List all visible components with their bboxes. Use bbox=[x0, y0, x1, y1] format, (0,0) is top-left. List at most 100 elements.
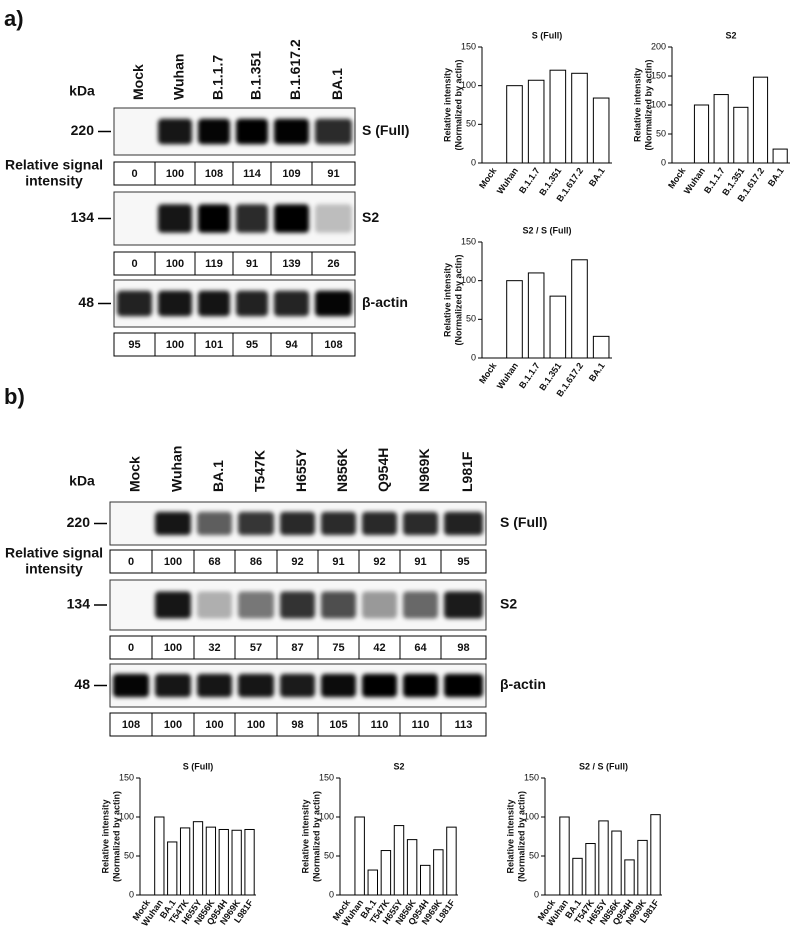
band bbox=[155, 673, 191, 698]
signal-value: 119 bbox=[205, 258, 223, 270]
bar bbox=[752, 76, 769, 164]
signal-value: 95 bbox=[246, 339, 258, 351]
bar bbox=[231, 829, 242, 896]
y-tick-label: 150 bbox=[461, 236, 476, 246]
signal-value: 108 bbox=[324, 339, 342, 351]
bar bbox=[733, 106, 749, 164]
bar bbox=[592, 97, 610, 164]
signal-value: 100 bbox=[164, 642, 182, 654]
x-tick-label: BA.1 bbox=[766, 166, 786, 189]
y-tick-label: 0 bbox=[534, 889, 539, 899]
kda-label: kDa bbox=[69, 473, 95, 489]
bar bbox=[506, 280, 523, 359]
size-label: 134 bbox=[67, 596, 91, 612]
bar bbox=[772, 148, 788, 164]
chart-title: S2 bbox=[725, 30, 736, 40]
band bbox=[274, 204, 309, 233]
signal-value: 91 bbox=[414, 556, 426, 568]
band bbox=[155, 511, 191, 536]
signal-value: 94 bbox=[285, 339, 298, 351]
y-axis-label: Relative intensity bbox=[100, 799, 110, 873]
signal-value: 0 bbox=[131, 258, 137, 270]
bar bbox=[637, 839, 648, 896]
chart-title: S2 / S (Full) bbox=[522, 225, 571, 235]
blot-name: S (Full) bbox=[362, 122, 409, 138]
band bbox=[117, 290, 152, 317]
signal-value: 91 bbox=[327, 168, 339, 180]
band bbox=[238, 591, 274, 619]
signal-value: 95 bbox=[457, 556, 469, 568]
band bbox=[117, 204, 152, 233]
signal-value: 114 bbox=[243, 168, 262, 180]
signal-value: 108 bbox=[122, 719, 140, 731]
y-axis-label: (Normalized by actin) bbox=[453, 254, 463, 345]
y-axis-label: Relative intensity bbox=[442, 68, 452, 142]
bar bbox=[571, 259, 588, 359]
y-tick-label: 0 bbox=[329, 889, 334, 899]
x-tick-label: BA.1 bbox=[587, 361, 607, 384]
blot-name: β-actin bbox=[362, 294, 408, 310]
bar bbox=[624, 859, 635, 896]
bar bbox=[393, 825, 405, 896]
y-tick-label: 100 bbox=[461, 80, 476, 90]
signal-value: 26 bbox=[327, 258, 339, 270]
bar bbox=[527, 272, 545, 359]
y-tick-label: 50 bbox=[124, 850, 134, 860]
y-axis-label: Relative intensity bbox=[442, 263, 452, 337]
band bbox=[158, 118, 192, 145]
x-tick-label: Mock bbox=[477, 360, 499, 385]
signal-value: 42 bbox=[373, 642, 385, 654]
signal-value: 98 bbox=[291, 719, 303, 731]
lane-label: Mock bbox=[127, 456, 143, 492]
blot-name: S2 bbox=[500, 596, 517, 612]
lane-label: Wuhan bbox=[169, 446, 185, 492]
y-axis-label: (Normalized by actin) bbox=[516, 791, 526, 882]
band bbox=[198, 290, 230, 317]
y-tick-label: 150 bbox=[319, 772, 334, 782]
y-axis-label: (Normalized by actin) bbox=[311, 791, 321, 882]
bar bbox=[650, 814, 661, 896]
band bbox=[113, 592, 149, 619]
y-tick-label: 100 bbox=[651, 99, 666, 109]
band bbox=[198, 204, 230, 233]
signal-value: 110 bbox=[371, 719, 389, 731]
blot-name: β-actin bbox=[500, 676, 546, 692]
bar bbox=[506, 85, 523, 164]
bar bbox=[693, 104, 710, 164]
signal-value: 0 bbox=[128, 556, 134, 568]
blot-name: S2 bbox=[362, 209, 379, 225]
bar bbox=[205, 826, 217, 896]
band bbox=[321, 511, 356, 536]
bar bbox=[598, 820, 609, 896]
panel-label: b) bbox=[4, 384, 25, 409]
size-label: 48 bbox=[78, 294, 94, 310]
band bbox=[236, 118, 268, 145]
size-label: 48 bbox=[74, 676, 90, 692]
band bbox=[158, 290, 192, 317]
signal-value: 100 bbox=[205, 719, 223, 731]
y-tick-label: 150 bbox=[651, 70, 666, 80]
y-tick-label: 100 bbox=[319, 811, 334, 821]
bar bbox=[244, 828, 255, 896]
signal-value: 86 bbox=[250, 556, 262, 568]
band bbox=[274, 118, 309, 145]
signal-value: 105 bbox=[329, 719, 347, 731]
lane-label: BA.1 bbox=[210, 460, 226, 492]
size-label: 134 bbox=[71, 209, 95, 225]
band bbox=[444, 511, 483, 536]
signal-row-frame bbox=[109, 635, 487, 660]
bar bbox=[527, 79, 545, 164]
signal-value: 68 bbox=[208, 556, 220, 568]
signal-value: 92 bbox=[373, 556, 385, 568]
y-tick-label: 100 bbox=[524, 811, 539, 821]
y-tick-label: 0 bbox=[471, 157, 476, 167]
signal-value: 139 bbox=[282, 258, 300, 270]
bar bbox=[367, 869, 378, 896]
y-tick-label: 50 bbox=[466, 314, 476, 324]
band bbox=[236, 204, 268, 233]
band bbox=[274, 290, 309, 317]
signal-value: 108 bbox=[205, 168, 223, 180]
size-label: 220 bbox=[71, 122, 95, 138]
band bbox=[197, 511, 232, 536]
y-axis-label: (Normalized by actin) bbox=[111, 791, 121, 882]
